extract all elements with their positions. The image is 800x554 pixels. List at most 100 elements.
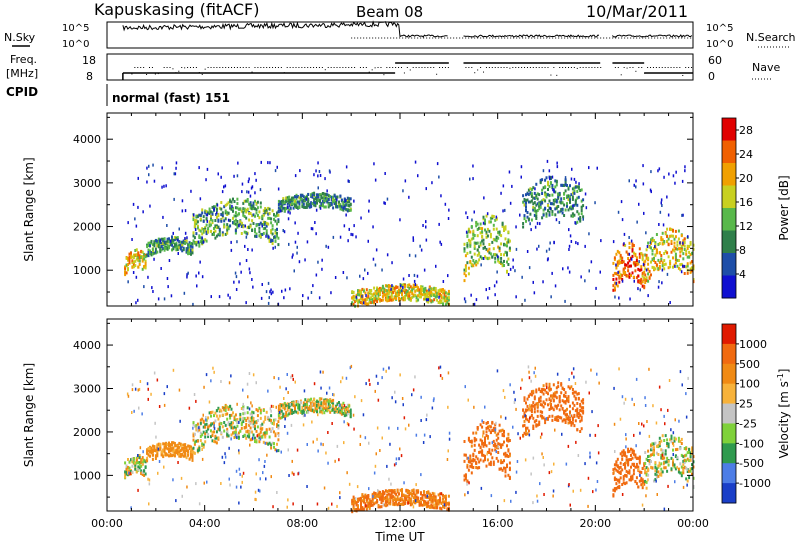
echo-cell [682,455,685,459]
echo-cell [564,418,567,422]
noise-echo-cell [447,274,449,278]
noise-echo-cell [491,441,494,445]
echo-cell [239,220,242,224]
echo-cell [320,194,323,198]
echo-cell [233,431,236,435]
echo-cell [326,409,329,413]
echo-cell [124,273,127,277]
echo-cell [479,423,482,427]
echo-cell [557,195,560,199]
noise-echo-cell [368,209,370,213]
echo-cell [367,294,370,298]
echo-cell [469,464,472,468]
echo-cell [506,244,508,248]
echo-cell [677,439,680,443]
echo-cell [576,203,579,207]
echo-cell [491,255,494,259]
noise-echo-cell [584,462,586,466]
noise-echo-cell [574,221,576,225]
echo-cell [618,280,621,284]
echo-cell [289,203,292,206]
echo-cell [670,234,673,238]
echo-cell [437,292,440,296]
echo-cell [532,186,535,190]
echo-cell [402,289,405,293]
echo-cell [207,425,210,429]
echo-cell [538,400,541,403]
echo-cell [676,240,679,244]
echo-cell [192,215,195,219]
echo-cell [330,406,333,410]
echo-cell [669,438,672,442]
echo-cell [677,266,680,270]
echo-cell [262,213,265,217]
echo-cell [395,297,398,300]
noise-echo-cell [201,275,204,279]
echo-cell [181,447,184,450]
echo-cell [153,244,156,248]
echo-cell [367,496,370,500]
echo-cell [374,492,377,495]
echo-cell [264,207,267,210]
echo-cell [233,200,236,203]
echo-cell [663,267,666,271]
echo-cell [612,273,615,277]
echo-cell [168,447,170,451]
noise-echo-cell [169,239,172,243]
noise-echo-cell [596,372,598,376]
echo-cell [386,500,389,504]
echo-cell [204,435,207,439]
echo-cell [163,449,166,453]
echo-cell [428,492,431,496]
echo-cell [355,293,358,297]
echo-cell [403,494,406,498]
echo-cell [542,213,545,217]
echo-cell [628,275,631,279]
echo-cell [423,293,425,297]
echo-cell [497,451,500,454]
echo-cell [256,206,259,210]
echo-cell [538,388,541,392]
echo-cell [467,266,470,270]
noise-echo-cell [659,210,662,214]
echo-cell [507,455,510,458]
echo-cell [576,392,579,396]
echo-cell [683,460,686,464]
echo-cell [503,229,505,232]
echo-cell [289,200,292,204]
echo-cell [298,403,301,407]
echo-cell [654,241,657,245]
echo-cell [619,273,622,277]
echo-cell [625,455,628,459]
echo-cell [667,442,670,446]
echo-cell [669,259,672,263]
echo-cell [259,205,262,209]
echo-cell [196,429,199,433]
echo-cell [358,300,361,304]
echo-cell [498,246,501,250]
echo-cell [327,205,330,209]
echo-cell [664,434,667,438]
noise-echo-cell [291,255,293,259]
echo-cell [345,406,348,409]
echo-cell [226,405,229,409]
echo-cell [647,459,650,462]
noise-echo-cell [148,173,150,177]
echo-cell [288,208,291,212]
echo-cell [539,403,542,407]
echo-cell [242,207,245,211]
echo-cell [127,469,129,473]
echo-cell [532,391,535,395]
echo-cell [354,508,357,512]
echo-cell [304,407,307,411]
echo-cell [207,433,210,436]
echo-cell [641,478,644,482]
echo-cell [541,403,544,407]
echo-cell [340,198,343,202]
echo-cell [291,196,294,200]
echo-cell [154,457,157,460]
echo-cell [657,267,660,271]
echo-cell [277,449,280,453]
noise-echo-cell [148,164,150,168]
echo-cell [182,248,185,252]
